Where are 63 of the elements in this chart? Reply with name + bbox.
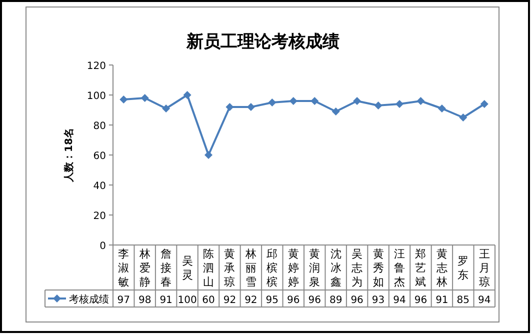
data-label: 85 <box>456 295 470 306</box>
x-tick-label: 邱槟槟 <box>266 248 278 288</box>
x-tick-label: 王月琼 <box>478 248 490 288</box>
x-tick-label: 黄志林 <box>435 248 448 288</box>
point <box>480 100 488 108</box>
x-tick-label: 李淑敏 <box>118 248 130 288</box>
data-label: 97 <box>117 295 130 306</box>
x-tick-label: 黄秀如 <box>372 248 384 288</box>
point <box>268 98 276 106</box>
point <box>396 100 404 108</box>
point <box>140 94 149 102</box>
y-axis-title: 人数：18名 <box>63 128 75 183</box>
y-tick-label: 80 <box>93 121 106 132</box>
data-label: 96 <box>308 295 321 306</box>
point <box>374 102 382 110</box>
chart-title: 新员工理论考核成绩 <box>186 32 340 52</box>
y-tick-label: 100 <box>86 91 106 102</box>
x-tick-label: 黄承琼 <box>224 248 236 288</box>
point <box>289 97 298 105</box>
y-tick-label: 120 <box>86 61 106 72</box>
data-label: 91 <box>160 295 172 306</box>
x-tick-label: 詹接春 <box>160 248 172 288</box>
data-label: 89 <box>329 295 342 306</box>
x-tick-label: 郑艺斌 <box>415 248 426 288</box>
x-tick-label: 罗东 <box>458 254 469 282</box>
point <box>162 104 170 112</box>
data-label: 93 <box>372 295 385 306</box>
point <box>459 114 468 122</box>
point <box>353 97 362 105</box>
data-label: 91 <box>436 295 448 306</box>
y-tick-label: 40 <box>93 181 106 192</box>
x-tick-label: 陈泗山 <box>203 248 214 288</box>
y-tick-label: 60 <box>93 151 106 162</box>
data-label: 95 <box>266 295 279 306</box>
x-tick-label: 黄润泉 <box>309 248 320 288</box>
y-tick-label: 0 <box>100 241 106 252</box>
point <box>416 97 425 105</box>
x-tick-label: 吴志为 <box>352 248 363 288</box>
point <box>332 108 340 116</box>
point <box>438 104 446 112</box>
x-tick-label: 吴灵 <box>182 254 193 282</box>
y-tick-label: 20 <box>93 211 106 222</box>
data-label: 94 <box>393 295 406 306</box>
data-label: 100 <box>178 295 197 306</box>
data-label: 60 <box>202 295 215 306</box>
point <box>310 97 319 105</box>
point <box>183 91 192 99</box>
x-tick-label: 汪鲁杰 <box>394 248 405 288</box>
point <box>204 151 212 159</box>
data-label: 92 <box>244 295 258 306</box>
data-label: 96 <box>287 295 300 306</box>
point <box>120 96 128 104</box>
data-label: 98 <box>138 295 152 306</box>
x-tick-label: 沈冰鑫 <box>330 248 342 288</box>
x-tick-label: 黄婷婷 <box>288 248 299 288</box>
data-label: 96 <box>350 295 364 306</box>
x-tick-label: 林爱静 <box>138 248 150 288</box>
data-label: 96 <box>414 295 428 306</box>
legend-label: 考核成绩 <box>69 294 109 306</box>
x-tick-label: 林丽雪 <box>244 248 256 288</box>
data-label: 92 <box>223 295 236 306</box>
point <box>226 103 234 111</box>
data-label: 94 <box>478 295 491 306</box>
